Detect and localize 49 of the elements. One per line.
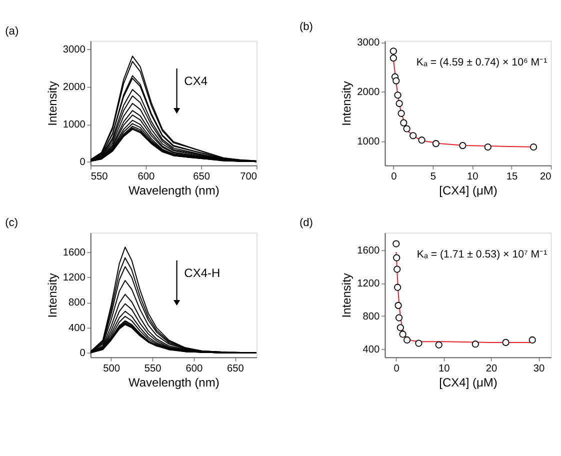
x-tick-label: 5 (430, 172, 436, 183)
x-tick-label: 20 (540, 172, 552, 183)
y-tick-label: 1600 (62, 247, 86, 258)
x-tick-label: 30 (533, 364, 545, 375)
y-tick-label: 400 (68, 322, 86, 334)
x-axis-title: Wavelength (nm) (128, 183, 220, 198)
x-tick-label: 20 (486, 364, 498, 375)
y-tick-label: 0 (80, 157, 86, 168)
y-tick-label: 1000 (62, 120, 86, 131)
x-tick-label: 550 (144, 364, 162, 375)
x-tick-label: 10 (438, 364, 450, 375)
y-tick-label: 1200 (357, 278, 380, 290)
x-tick-label: 0 (394, 364, 400, 375)
y-axis-title: Intensity (340, 81, 354, 126)
y-tick-label: 3000 (357, 37, 380, 48)
y-tick-label: 800 (362, 311, 380, 322)
annotation: CX4 (184, 74, 208, 88)
x-axis-title: [CX4] (μM) (439, 183, 498, 198)
annotation: Kₐ = (4.59 ± 0.74) × 10⁶ M⁻¹ (416, 56, 548, 69)
y-tick-label: 3000 (62, 44, 86, 56)
x-tick-label: 650 (227, 364, 244, 375)
y-axis-title: Intensity (340, 273, 354, 318)
x-axis-title: [CX4] (μM) (439, 375, 498, 390)
y-tick-label: 1000 (357, 136, 380, 148)
x-tick-label: 650 (193, 172, 210, 183)
chart-title: (a) (5, 25, 19, 38)
x-tick-label: 700 (240, 172, 258, 183)
y-tick-label: 2000 (62, 82, 86, 94)
x-tick-label: 600 (138, 172, 156, 183)
y-tick-label: 800 (68, 298, 86, 309)
y-axis-title: Intensity (45, 273, 60, 318)
y-tick-label: 2000 (357, 86, 380, 98)
chart-title: (c) (5, 217, 18, 230)
y-tick-label: 0 (80, 348, 86, 360)
x-tick-label: 10 (466, 172, 479, 183)
y-tick-label: 400 (362, 344, 380, 356)
chart-title: (d) (299, 217, 313, 230)
x-tick-label: 600 (186, 364, 203, 375)
y-tick-label: 1200 (62, 272, 86, 284)
x-tick-label: 0 (391, 172, 398, 183)
x-tick-label: 15 (506, 172, 518, 183)
x-axis-title: Wavelength (nm) (128, 375, 220, 390)
x-tick-label: 500 (103, 364, 120, 375)
chart-title: (b) (299, 21, 313, 34)
x-tick-label: 550 (90, 172, 108, 183)
annotation: Kₐ = (1.71 ± 0.53) × 10⁷ M⁻¹ (416, 248, 548, 261)
y-axis-title: Intensity (45, 81, 60, 126)
y-tick-label: 1600 (357, 246, 380, 257)
annotation: CX4-H (184, 266, 220, 280)
